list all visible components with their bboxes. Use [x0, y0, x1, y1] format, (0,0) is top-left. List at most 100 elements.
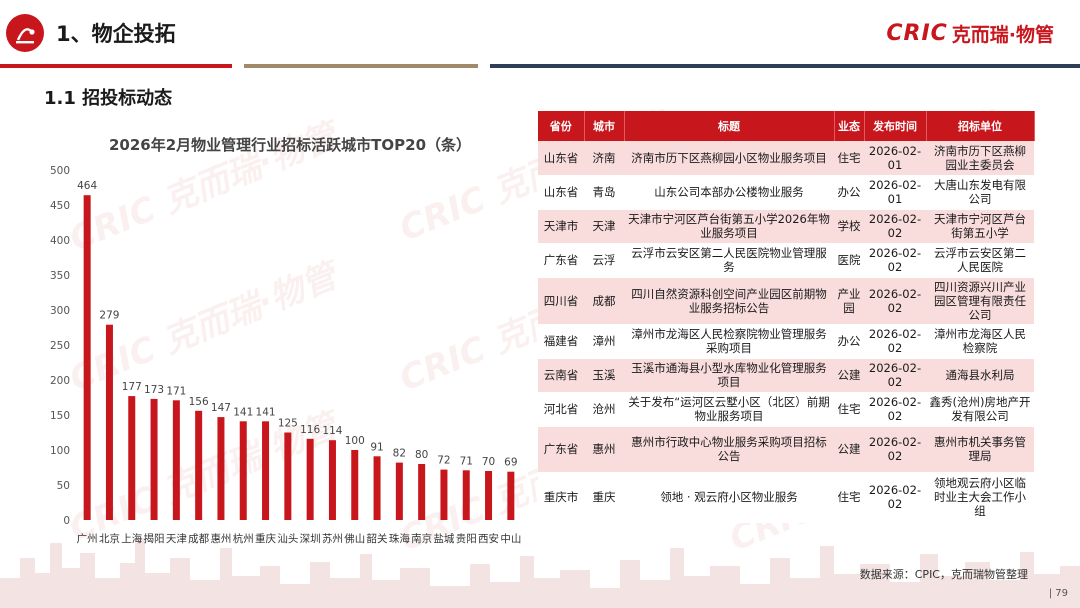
cell-date: 2026-02-02 [864, 324, 926, 359]
bar [306, 438, 314, 520]
data-label: 177 [122, 381, 142, 393]
x-tick-label: 揭阳 [144, 532, 165, 545]
cell-tenderer: 云浮市云安区第二人民医院 [926, 243, 1034, 278]
table-row: 山东省 济南 济南市历下区燕柳园小区物业服务项目 住宅 2026-02-01 济南市历下区… [538, 141, 1034, 176]
header-province: 省份 [538, 111, 585, 141]
page-title: 1、物企投拓 [56, 22, 176, 46]
header-title: 标题 [624, 111, 835, 141]
bar [440, 469, 448, 520]
section-logo-icon [6, 14, 44, 52]
cell-city: 天津 [584, 209, 624, 244]
y-tick-label: 450 [50, 200, 70, 212]
cell-tenderer: 天津市宁河区芦台街第五小学 [926, 209, 1034, 244]
cell-date: 2026-02-02 [864, 277, 926, 325]
x-tick-label: 北京 [99, 532, 120, 545]
x-tick-label: 苏州 [322, 532, 343, 545]
table-row: 天津市 天津 天津市宁河区芦台街第五小学2026年物业服务项目 学校 2026-02-0… [538, 209, 1034, 244]
cell-type: 学校 [834, 209, 864, 244]
data-label: 156 [189, 396, 209, 408]
bar [328, 440, 336, 520]
cell-city: 玉溪 [584, 358, 624, 393]
cell-province: 河北省 [538, 392, 584, 427]
cell-title: 漳州市龙海区人民检察院物业管理服务采购项目 [624, 324, 834, 359]
cell-date: 2026-02-02 [864, 243, 926, 278]
cell-city: 重庆 [584, 472, 624, 523]
y-tick-label: 0 [63, 515, 70, 527]
cell-type: 住宅 [834, 472, 864, 523]
table-row: 广东省 云浮 云浮市云安区第二人民医院物业管理服务 医院 2026-02-02 云浮市云安… [538, 243, 1034, 278]
x-tick-label: 珠海 [389, 532, 410, 545]
page-number: | 79 [1048, 588, 1068, 599]
cell-tenderer: 通海县水利局 [926, 358, 1034, 393]
header-rule-navy [490, 64, 1080, 68]
bar [105, 324, 113, 520]
data-label: 116 [300, 424, 320, 436]
cell-title: 玉溪市通海县小型水库物业化管理服务项目 [624, 358, 834, 393]
data-label: 464 [77, 180, 97, 192]
x-tick-label: 西安 [478, 532, 499, 545]
x-tick-label: 深圳 [300, 533, 321, 545]
cell-date: 2026-02-02 [864, 472, 926, 523]
page-header: 1、物企投拓 CRIC 克而瑞·物管 [0, 0, 1080, 70]
data-label: 141 [256, 406, 276, 418]
x-tick-label: 天津 [166, 533, 187, 545]
cell-title: 天津市宁河区芦台街第五小学2026年物业服务项目 [624, 209, 834, 244]
cell-title: 云浮市云安区第二人民医院物业管理服务 [624, 243, 834, 278]
brand-logo: CRIC 克而瑞·物管 [886, 20, 1054, 47]
cell-city: 云浮 [584, 243, 624, 278]
table-row: 云南省 玉溪 玉溪市通海县小型水库物业化管理服务项目 公建 2026-02-02 通海县水… [538, 358, 1034, 393]
cell-province: 福建省 [538, 324, 584, 359]
data-label: 91 [370, 441, 383, 453]
data-label: 72 [437, 455, 450, 467]
cell-tenderer: 大唐山东发电有限公司 [926, 175, 1034, 210]
data-label: 100 [345, 435, 365, 447]
cell-city: 沧州 [584, 392, 624, 427]
cell-city: 青岛 [584, 175, 624, 210]
cell-province: 天津市 [538, 209, 584, 244]
cell-type: 公建 [834, 358, 864, 393]
x-tick-label: 韶关 [367, 532, 388, 545]
data-label: 171 [166, 385, 186, 397]
cell-date: 2026-02-02 [864, 209, 926, 244]
cell-date: 2026-02-02 [864, 358, 926, 393]
x-tick-label: 汕头 [277, 533, 298, 545]
x-tick-label: 盐城 [433, 532, 454, 545]
bar [83, 195, 91, 520]
bar [172, 400, 180, 520]
y-tick-label: 200 [50, 375, 70, 387]
data-label: 279 [99, 310, 119, 322]
cell-city: 惠州 [584, 426, 624, 473]
header-tenderer: 招标单位 [926, 111, 1035, 141]
table-row: 四川省 成都 四川自然资源科创空间产业园区前期物业服务招标公告 产业园 2026-02-… [538, 277, 1034, 325]
cell-province: 四川省 [538, 277, 584, 325]
y-tick-label: 500 [50, 165, 70, 177]
bar [217, 417, 225, 520]
x-tick-label: 成都 [188, 533, 209, 545]
header-type: 业态 [834, 111, 865, 141]
x-tick-label: 上海 [121, 532, 142, 545]
bar [373, 456, 381, 520]
cell-tenderer: 鑫秀(沧州)房地产开发有限公司 [926, 392, 1034, 427]
table-row: 重庆市 重庆 领地 · 观云府小区物业服务 住宅 2026-02-02 领地观云府小区临时… [538, 472, 1034, 523]
bar [284, 432, 292, 520]
x-tick-label: 中山 [500, 532, 521, 545]
cell-type: 产业园 [834, 277, 864, 325]
cell-type: 医院 [834, 243, 864, 278]
table-row: 福建省 漳州 漳州市龙海区人民检察院物业管理服务采购项目 办公 2026-02-02 漳州… [538, 324, 1034, 359]
bar [150, 398, 158, 520]
data-label: 114 [322, 425, 342, 437]
bar-chart: 0 50 100 150 200 250 300 350 400 450 500 464 广州 279 北京… [50, 165, 521, 545]
data-label: 82 [393, 448, 406, 460]
cell-date: 2026-02-02 [864, 392, 926, 427]
chart-title: 2026年2月物业管理行业招标活跃城市TOP20（条） [108, 136, 472, 154]
cell-province: 重庆市 [538, 472, 584, 523]
x-tick-label: 重庆 [255, 532, 276, 545]
cell-tenderer: 漳州市龙海区人民检察院 [926, 324, 1034, 359]
cell-type: 办公 [834, 324, 864, 359]
bar [128, 396, 136, 520]
cell-city: 漳州 [584, 324, 624, 359]
cell-title: 济南市历下区燕柳园小区物业服务项目 [624, 141, 834, 176]
cell-date: 2026-02-01 [864, 175, 926, 210]
y-tick-label: 50 [57, 480, 70, 492]
table-row: 广东省 惠州 惠州市行政中心物业服务采购项目招标公告 公建 2026-02-02 惠州市机… [538, 426, 1034, 473]
